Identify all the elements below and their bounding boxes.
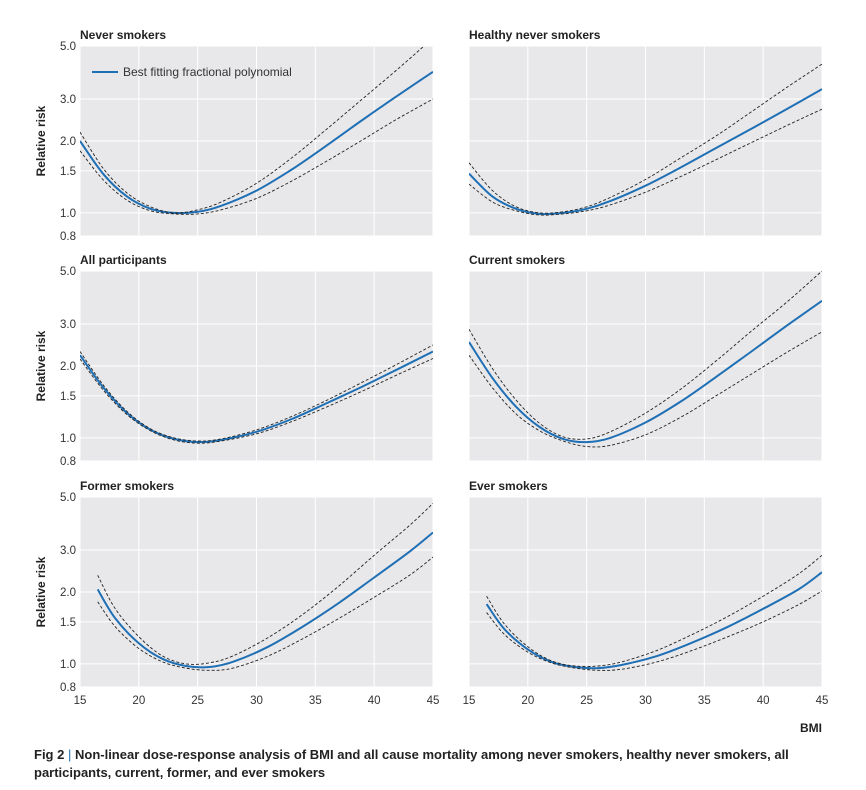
y-tick-label: 0.8 — [60, 682, 76, 694]
series-line-lower-ci — [469, 331, 822, 448]
panel-current-smokers: Current smokers — [468, 253, 823, 462]
y-tick-label: 3.0 — [60, 319, 76, 331]
series-group — [80, 344, 433, 444]
y-tick-label: 3.0 — [60, 94, 76, 106]
panel-title: Former smokers — [80, 479, 174, 493]
y-axis-title: Relative risk — [34, 330, 48, 401]
x-tick-label: 35 — [698, 695, 711, 707]
series-line-upper-ci — [469, 63, 822, 214]
series-line-upper-ci — [97, 503, 433, 665]
series-line-lower-ci — [80, 98, 433, 215]
x-tick-label: 30 — [250, 695, 263, 707]
series-group — [96, 503, 433, 671]
y-tick-label: 5.0 — [60, 492, 76, 504]
y-tick-label: 2.0 — [60, 136, 76, 148]
panel-former-smokers: Former smokers 0.8 1.0 1.5 2.0 3.0 5.0 Relative… — [34, 479, 439, 707]
legend-entry: Best fitting fractional polynomial — [123, 65, 292, 79]
series-line-best-fit — [469, 299, 822, 444]
x-tick-label: 35 — [309, 695, 322, 707]
figure-caption: Fig 2 | Non-linear dose-response analysi… — [34, 746, 834, 782]
panel-all-participants: All participants 0.8 1.0 1.5 2.0 3.0 5.0 Relati… — [34, 253, 434, 468]
caption-label: Fig 2 — [34, 747, 65, 762]
series-line-upper-ci — [469, 271, 822, 440]
legend: Best fitting fractional polynomial — [92, 65, 292, 79]
x-tick-label: 25 — [580, 695, 593, 707]
y-tick-label: 5.0 — [60, 41, 76, 53]
x-tick-label: 20 — [521, 695, 534, 707]
series-line-upper-ci — [486, 554, 822, 668]
series-group — [469, 271, 822, 448]
series-line-lower-ci — [486, 590, 822, 671]
y-tick-label: 0.8 — [60, 456, 76, 468]
series-line-lower-ci — [469, 108, 822, 216]
panel-title: Current smokers — [469, 253, 565, 267]
x-tick-label: 15 — [74, 695, 87, 707]
series-line-upper-ci — [80, 46, 425, 214]
chart-figure: Never smokers 0.8 1.0 1.5 2.0 3.0 5.0 Relative … — [34, 28, 829, 735]
panel-title: All participants — [80, 253, 167, 267]
y-tick-label: 1.0 — [60, 433, 76, 445]
panel-ever-smokers: Ever smokers 15 20 25 30 35 40 45 BMI — [463, 479, 829, 735]
y-axis-title: Relative risk — [34, 556, 48, 627]
x-tick-label: 20 — [132, 695, 145, 707]
x-tick-label: 45 — [427, 695, 440, 707]
panel-title: Ever smokers — [469, 479, 548, 493]
series-group — [485, 554, 822, 671]
series-group — [80, 46, 433, 215]
series-line-lower-ci — [97, 556, 433, 671]
caption-text: Non-linear dose-response analysis of BMI… — [34, 747, 789, 780]
y-tick-label: 0.8 — [60, 231, 76, 243]
y-tick-label: 3.0 — [60, 545, 76, 557]
panel-never-smokers: Never smokers 0.8 1.0 1.5 2.0 3.0 5.0 Relative … — [34, 28, 434, 243]
series-line-upper-ci — [80, 344, 433, 442]
y-tick-label: 2.0 — [60, 587, 76, 599]
caption-separator: | — [67, 747, 72, 762]
y-tick-label: 1.5 — [60, 617, 76, 629]
y-tick-label: 2.0 — [60, 361, 76, 373]
series-line-best-fit — [485, 571, 822, 670]
x-tick-label: 30 — [639, 695, 652, 707]
y-tick-label: 1.0 — [60, 208, 76, 220]
x-axis-title: BMI — [800, 721, 822, 735]
x-tick-label: 15 — [463, 695, 476, 707]
panel-healthy-never-smokers: Healthy never smokers — [468, 28, 823, 237]
x-tick-label: 25 — [191, 695, 204, 707]
x-tick-label: 40 — [368, 695, 381, 707]
x-tick-label: 45 — [816, 695, 829, 707]
series-line-best-fit — [469, 88, 822, 216]
y-tick-label: 1.5 — [60, 166, 76, 178]
panel-title: Never smokers — [80, 28, 166, 42]
series-line-best-fit — [96, 531, 433, 669]
series-group — [469, 63, 822, 216]
y-axis-title: Relative risk — [34, 105, 48, 176]
y-tick-label: 1.5 — [60, 391, 76, 403]
y-tick-label: 1.0 — [60, 659, 76, 671]
x-tick-label: 40 — [757, 695, 770, 707]
series-line-best-fit — [80, 350, 433, 444]
panel-title: Healthy never smokers — [469, 28, 601, 42]
series-line-best-fit — [80, 70, 433, 215]
y-tick-label: 5.0 — [60, 266, 76, 278]
